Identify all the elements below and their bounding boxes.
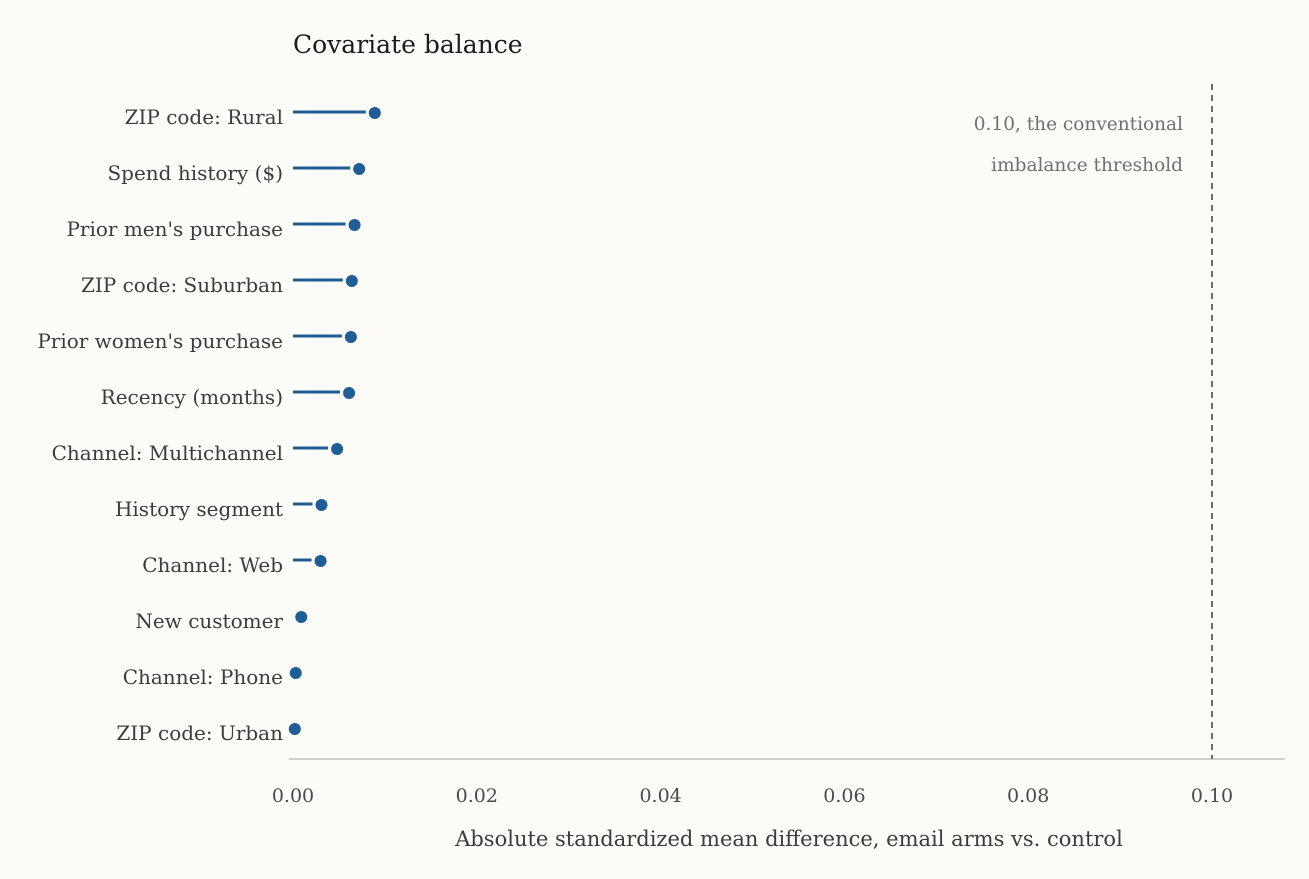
lollipop-point — [288, 723, 301, 735]
lollipop-point — [289, 667, 302, 679]
category-label: Channel: Multichannel — [52, 441, 283, 465]
lollipop-point — [348, 219, 361, 231]
x-axis-ticks: 0.00 0.02 0.04 0.06 0.08 0.10 — [272, 785, 1233, 807]
x-axis-label: Absolute standardized mean difference, e… — [454, 827, 1123, 851]
category-label: Recency (months) — [101, 385, 283, 409]
threshold-annotation-line-1: 0.10, the conventional — [974, 114, 1183, 135]
x-tick-label: 0.02 — [456, 785, 498, 807]
category-label: Channel: Phone — [123, 665, 283, 689]
lollipop-point — [315, 499, 328, 511]
lollipop-point — [353, 163, 366, 175]
x-tick-label: 0.10 — [1191, 785, 1233, 807]
category-label: New customer — [135, 609, 283, 633]
lollipop-point — [344, 331, 357, 343]
category-label: Prior men's purchase — [66, 217, 283, 241]
lollipop-point — [343, 387, 356, 399]
threshold-annotation-line-2: imbalance threshold — [991, 155, 1183, 176]
lollipop-point — [368, 107, 381, 119]
category-label: ZIP code: Suburban — [81, 273, 283, 297]
lollipop-point — [295, 611, 308, 623]
x-tick-label: 0.08 — [1007, 785, 1049, 807]
lollipop-point — [314, 555, 327, 567]
plot-area: ZIP code: Rural Spend history ($) Prior me… — [37, 105, 381, 745]
category-label: Spend history ($) — [107, 161, 283, 185]
category-label: Prior women's purchase — [37, 329, 283, 353]
x-tick-label: 0.00 — [272, 785, 314, 807]
chart-title: Covariate balance — [293, 30, 523, 59]
category-label: Channel: Web — [142, 553, 283, 577]
lollipop-point — [345, 275, 358, 287]
category-label: ZIP code: Urban — [116, 721, 283, 745]
category-label: History segment — [115, 497, 283, 521]
category-label: ZIP code: Rural — [125, 105, 283, 129]
x-tick-label: 0.04 — [639, 785, 681, 807]
x-tick-label: 0.06 — [823, 785, 865, 807]
lollipop-point — [331, 443, 344, 455]
